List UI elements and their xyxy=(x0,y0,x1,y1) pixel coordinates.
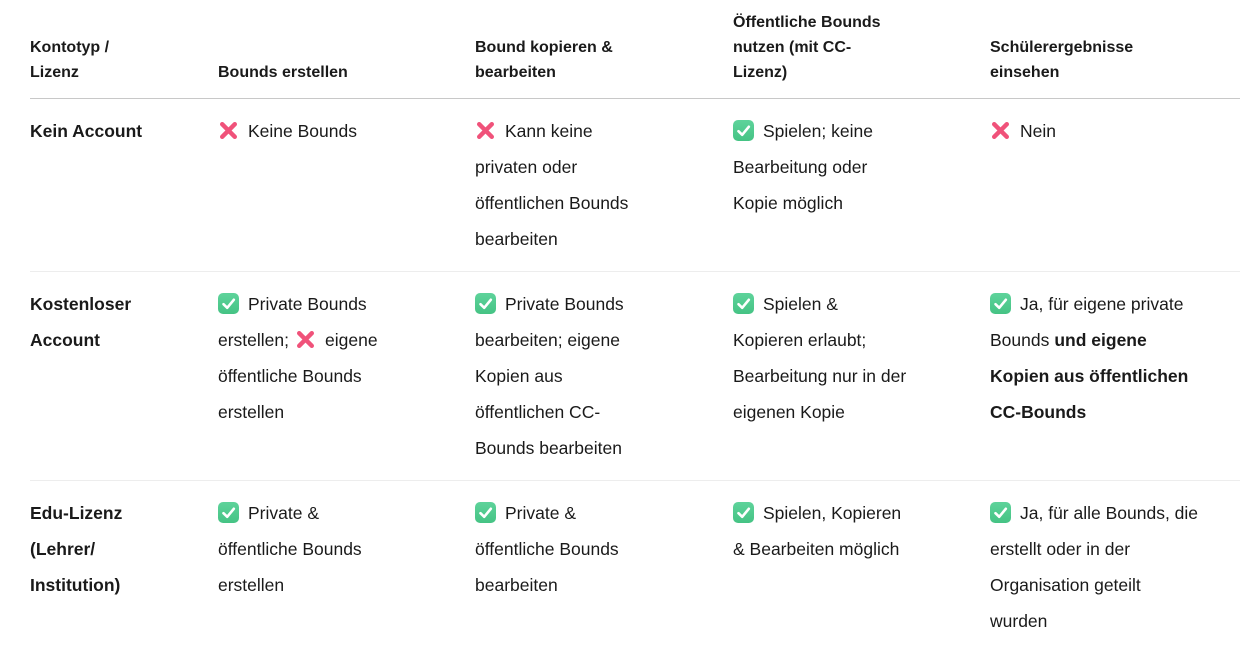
column-header-schuelerergebnisse-einsehen: Schülerergebnisse einsehen xyxy=(990,39,1134,81)
permission-cell: Keine Bounds xyxy=(218,99,475,271)
cell-text: Spielen & Kopieren erlaubt; Bearbeitung … xyxy=(733,294,907,422)
cross-icon xyxy=(475,120,496,141)
account-type-cell: Edu-Lizenz (Lehrer/ Institution) xyxy=(30,503,123,595)
cell-text: Nein xyxy=(1020,121,1056,141)
cell-text: Spielen; keine Bearbeitung oder Kopie mö… xyxy=(733,121,873,213)
check-icon xyxy=(733,293,754,314)
permission-cell: Private Bounds erstellen; eigene öffentli… xyxy=(218,272,475,480)
permission-cell: Spielen & Kopieren erlaubt; Bearbeitung … xyxy=(733,272,990,480)
table-header-row: Kontotyp / Lizenz Bounds erstellen Bound… xyxy=(30,0,1240,99)
cross-icon xyxy=(218,120,239,141)
table-row-edu-lizenz: Edu-Lizenz (Lehrer/ Institution) Private… xyxy=(30,481,1240,653)
column-header-bounds-erstellen: Bounds erstellen xyxy=(218,64,348,81)
cell-text: Private & öffentliche Bounds bearbeiten xyxy=(475,503,619,595)
cell-text-bold: und eigene Kopien aus öffentlichen CC-Bo… xyxy=(990,330,1189,422)
permission-cell: Nein xyxy=(990,99,1240,271)
check-icon xyxy=(733,120,754,141)
permission-cell: Spielen; keine Bearbeitung oder Kopie mö… xyxy=(733,99,990,271)
check-icon xyxy=(990,502,1011,523)
cell-text: Private Bounds erstellen; xyxy=(218,294,367,350)
check-icon xyxy=(218,502,239,523)
check-icon xyxy=(475,293,496,314)
cell-text: Kann keine privaten oder öffentlichen Bo… xyxy=(475,121,629,249)
permission-cell: Private & öffentliche Bounds bearbeiten xyxy=(475,481,733,653)
table-row-kein-account: Kein Account Keine Bounds Kann keine pri… xyxy=(30,99,1240,272)
cell-text: Ja, für eigene private Bounds xyxy=(990,294,1184,350)
cell-text: Keine Bounds xyxy=(248,121,357,141)
cross-icon xyxy=(990,120,1011,141)
column-header-kontotyp-lizenz: Kontotyp / Lizenz xyxy=(30,39,110,81)
cell-text: Private Bounds bearbeiten; eigene Kopien… xyxy=(475,294,624,458)
account-type-cell: Kostenloser Account xyxy=(30,294,132,350)
permission-cell: Private Bounds bearbeiten; eigene Kopien… xyxy=(475,272,733,480)
check-icon xyxy=(218,293,239,314)
column-header-bound-kopieren-bearbeiten: Bound kopieren & bearbeiten xyxy=(475,39,613,81)
check-icon xyxy=(990,293,1011,314)
permission-cell: Ja, für alle Bounds, die erstellt oder i… xyxy=(990,481,1240,653)
column-header-oeffentliche-bounds-nutzen: Öffentliche Bounds nutzen (mit CC- Lizen… xyxy=(733,14,881,81)
permission-cell: Ja, für eigene private Bounds und eigene … xyxy=(990,272,1240,480)
cell-text: Private & öffentliche Bounds erstellen xyxy=(218,503,362,595)
cell-text: eigene öffentliche Bounds erstellen xyxy=(218,330,378,422)
check-icon xyxy=(475,502,496,523)
permission-cell: Private & öffentliche Bounds erstellen xyxy=(218,481,475,653)
account-type-cell: Kein Account xyxy=(30,121,143,141)
permission-cell: Spielen, Kopieren & Bearbeiten möglich xyxy=(733,481,990,653)
table-row-kostenloser-account: Kostenloser Account Private Bounds erste… xyxy=(30,272,1240,481)
permission-cell: Kann keine privaten oder öffentlichen Bo… xyxy=(475,99,733,271)
cell-text: Spielen, Kopieren & Bearbeiten möglich xyxy=(733,503,902,559)
cross-icon xyxy=(295,329,316,350)
cell-text: Ja, für alle Bounds, die erstellt oder i… xyxy=(990,503,1199,631)
check-icon xyxy=(733,502,754,523)
